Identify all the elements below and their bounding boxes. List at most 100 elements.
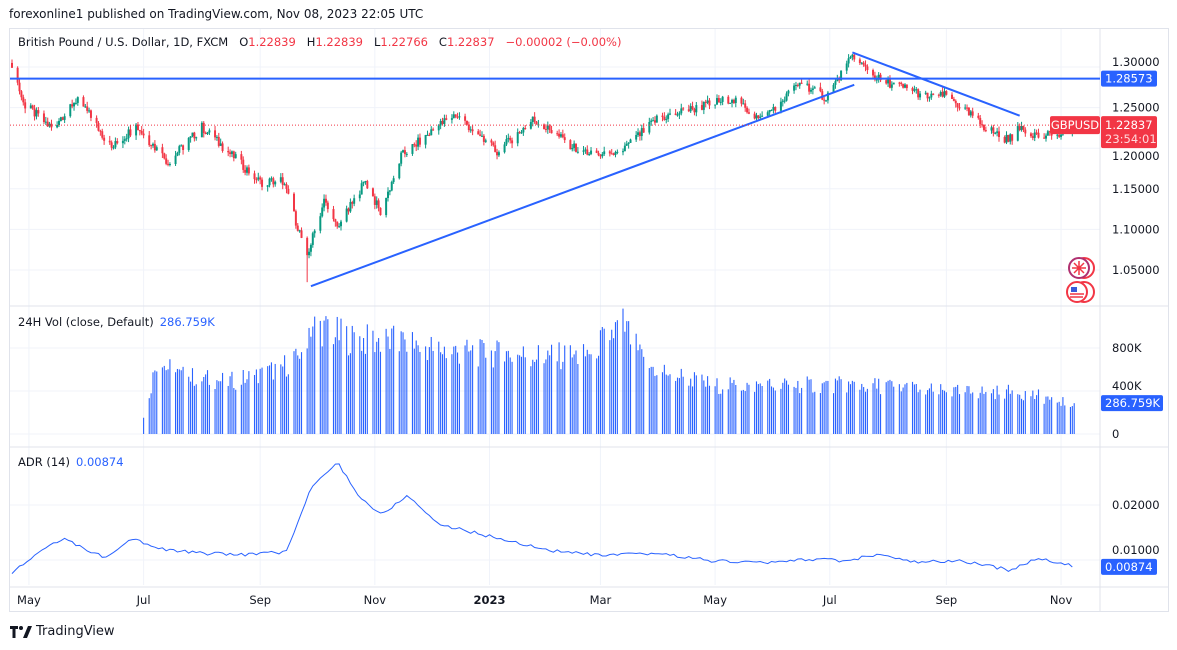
us-flag-icon [1066,281,1095,303]
candle-body [1035,132,1038,134]
candle-body [430,129,433,136]
candle-body [204,132,207,134]
candle-body [215,136,218,138]
candle-body [1031,136,1034,138]
candle-body [287,188,290,194]
candle-body [37,110,40,114]
candle-body [543,124,546,130]
candle-body [349,202,352,212]
candle-body [319,216,322,231]
candle-body [268,178,271,186]
candle-body [766,112,769,116]
candle-body [761,115,764,117]
candle-body [810,89,812,92]
candle-body [772,107,775,110]
adr-value: 0.00874 [75,455,124,469]
candle-body [129,129,132,136]
candle-body [608,151,611,154]
candle-body [313,230,316,234]
tradingview-logo-icon [10,625,32,638]
candle-body [336,221,339,227]
candle-body [676,114,679,116]
candle-body [1018,126,1021,131]
candle-body [387,191,389,198]
candle-body [84,106,87,108]
candle-body [911,88,914,91]
candle-body [785,93,788,101]
candle-body [742,103,745,105]
candle-body [966,107,969,109]
candle-body [69,104,72,117]
candle-body [279,177,282,182]
candle-body [774,107,777,111]
candle-body [326,202,329,210]
candle-body [362,181,365,184]
candle-body [531,116,534,123]
candle-body [629,139,632,143]
candle-body [308,251,311,256]
candle-body [998,131,1000,138]
candle-body [924,92,927,94]
candle-body [202,122,205,133]
candle-body [669,113,671,115]
volume-value-label: 286.759K [1105,396,1161,410]
downtrend-line [852,51,1021,117]
candle-body [63,116,66,120]
candle-body [375,200,378,205]
candle-body [180,145,183,147]
candle-body [770,109,773,111]
candle-body [266,185,269,187]
candle-body [1037,132,1040,138]
candle-body [347,208,350,212]
candle-body [261,179,264,187]
candle-body [426,134,429,136]
candle-body [135,124,138,136]
candle-body [432,129,435,131]
adr-tick: 0.01000 [1112,543,1160,557]
candle-body [244,169,247,173]
candle-body [954,100,957,104]
candle-body [732,99,735,104]
open-label: O [239,35,249,49]
candle-body [971,111,974,116]
candle-body [214,130,217,138]
candle-body [1016,126,1019,141]
candle-body [561,134,564,138]
adr-value-label: 0.00874 [1105,560,1153,574]
price-tick: 1.20000 [1112,149,1160,163]
candle-body [507,137,510,140]
candle-body [497,152,500,156]
candle-body [627,142,630,144]
candle-body [153,143,156,151]
candle-body [576,151,579,153]
candle-body [323,198,326,208]
candle-body [943,91,946,97]
candle-body [689,106,692,112]
candle-body [454,114,457,117]
candle-body [182,145,185,150]
candle-body [227,150,230,153]
candle-body [928,97,931,99]
candle-body [535,121,538,125]
candle-body [787,90,790,94]
high-label: H [306,35,316,49]
candle-body [1009,134,1012,142]
tradingview-logo: TradingView [10,624,115,639]
volume-tick: 0 [1112,427,1119,441]
time-tick: Jul [822,593,837,607]
candle-body [682,108,685,110]
candle-body [982,125,985,131]
close-value: 1.22837 [446,35,495,49]
candle-body [813,87,816,89]
candle-body [610,153,613,155]
candle-body [937,94,940,96]
candle-body [390,181,393,191]
candle-body [584,149,587,151]
candle-body [939,92,942,96]
candle-body [353,198,356,204]
hline-price-label: 1.28573 [1105,72,1153,86]
candle-body [637,132,640,136]
candle-body [74,102,77,104]
candle-body [952,98,955,101]
